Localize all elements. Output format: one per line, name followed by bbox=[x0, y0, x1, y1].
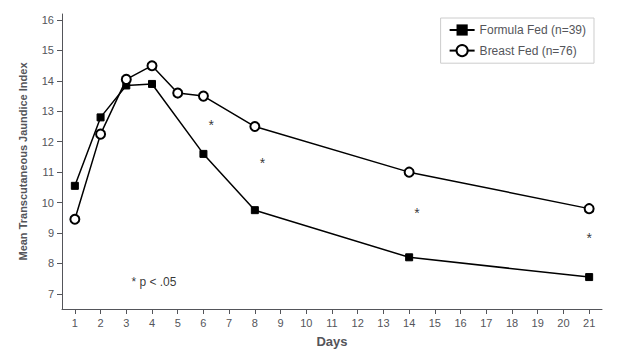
svg-text:10: 10 bbox=[300, 317, 312, 329]
svg-text:12: 12 bbox=[42, 136, 54, 148]
svg-text:* p < .05: * p < .05 bbox=[131, 275, 176, 289]
svg-text:7: 7 bbox=[48, 288, 54, 300]
svg-text:2: 2 bbox=[98, 317, 104, 329]
svg-text:15: 15 bbox=[42, 44, 54, 56]
svg-text:1: 1 bbox=[72, 317, 78, 329]
svg-text:4: 4 bbox=[149, 317, 155, 329]
svg-text:14: 14 bbox=[403, 317, 415, 329]
svg-text:3: 3 bbox=[123, 317, 129, 329]
svg-text:6: 6 bbox=[200, 317, 206, 329]
svg-text:18: 18 bbox=[506, 317, 518, 329]
svg-text:14: 14 bbox=[42, 75, 54, 87]
svg-text:8: 8 bbox=[48, 257, 54, 269]
svg-text:8: 8 bbox=[252, 317, 258, 329]
svg-text:17: 17 bbox=[480, 317, 492, 329]
svg-text:*: * bbox=[208, 117, 214, 133]
svg-text:16: 16 bbox=[454, 317, 466, 329]
svg-text:9: 9 bbox=[278, 317, 284, 329]
svg-text:11: 11 bbox=[326, 317, 337, 329]
svg-text:13: 13 bbox=[377, 317, 389, 329]
svg-text:*: * bbox=[414, 205, 420, 221]
svg-text:13: 13 bbox=[42, 105, 54, 117]
svg-text:Formula Fed (n=39): Formula Fed (n=39) bbox=[480, 23, 586, 37]
svg-text:5: 5 bbox=[175, 317, 181, 329]
svg-text:21: 21 bbox=[583, 317, 595, 329]
svg-text:19: 19 bbox=[532, 317, 544, 329]
svg-text:7: 7 bbox=[226, 317, 232, 329]
svg-text:10: 10 bbox=[42, 197, 54, 209]
svg-text:Breast Fed (n=76): Breast Fed (n=76) bbox=[480, 44, 577, 58]
svg-text:9: 9 bbox=[48, 227, 54, 239]
svg-text:15: 15 bbox=[429, 317, 441, 329]
svg-text:Mean Transcutaneous Jaundice I: Mean Transcutaneous Jaundice Index bbox=[17, 62, 29, 261]
svg-text:11: 11 bbox=[43, 166, 54, 178]
svg-text:*: * bbox=[586, 230, 592, 246]
svg-text:*: * bbox=[260, 155, 266, 171]
svg-text:20: 20 bbox=[557, 317, 569, 329]
svg-text:Days: Days bbox=[316, 334, 347, 349]
svg-text:12: 12 bbox=[352, 317, 364, 329]
svg-text:16: 16 bbox=[42, 14, 54, 26]
